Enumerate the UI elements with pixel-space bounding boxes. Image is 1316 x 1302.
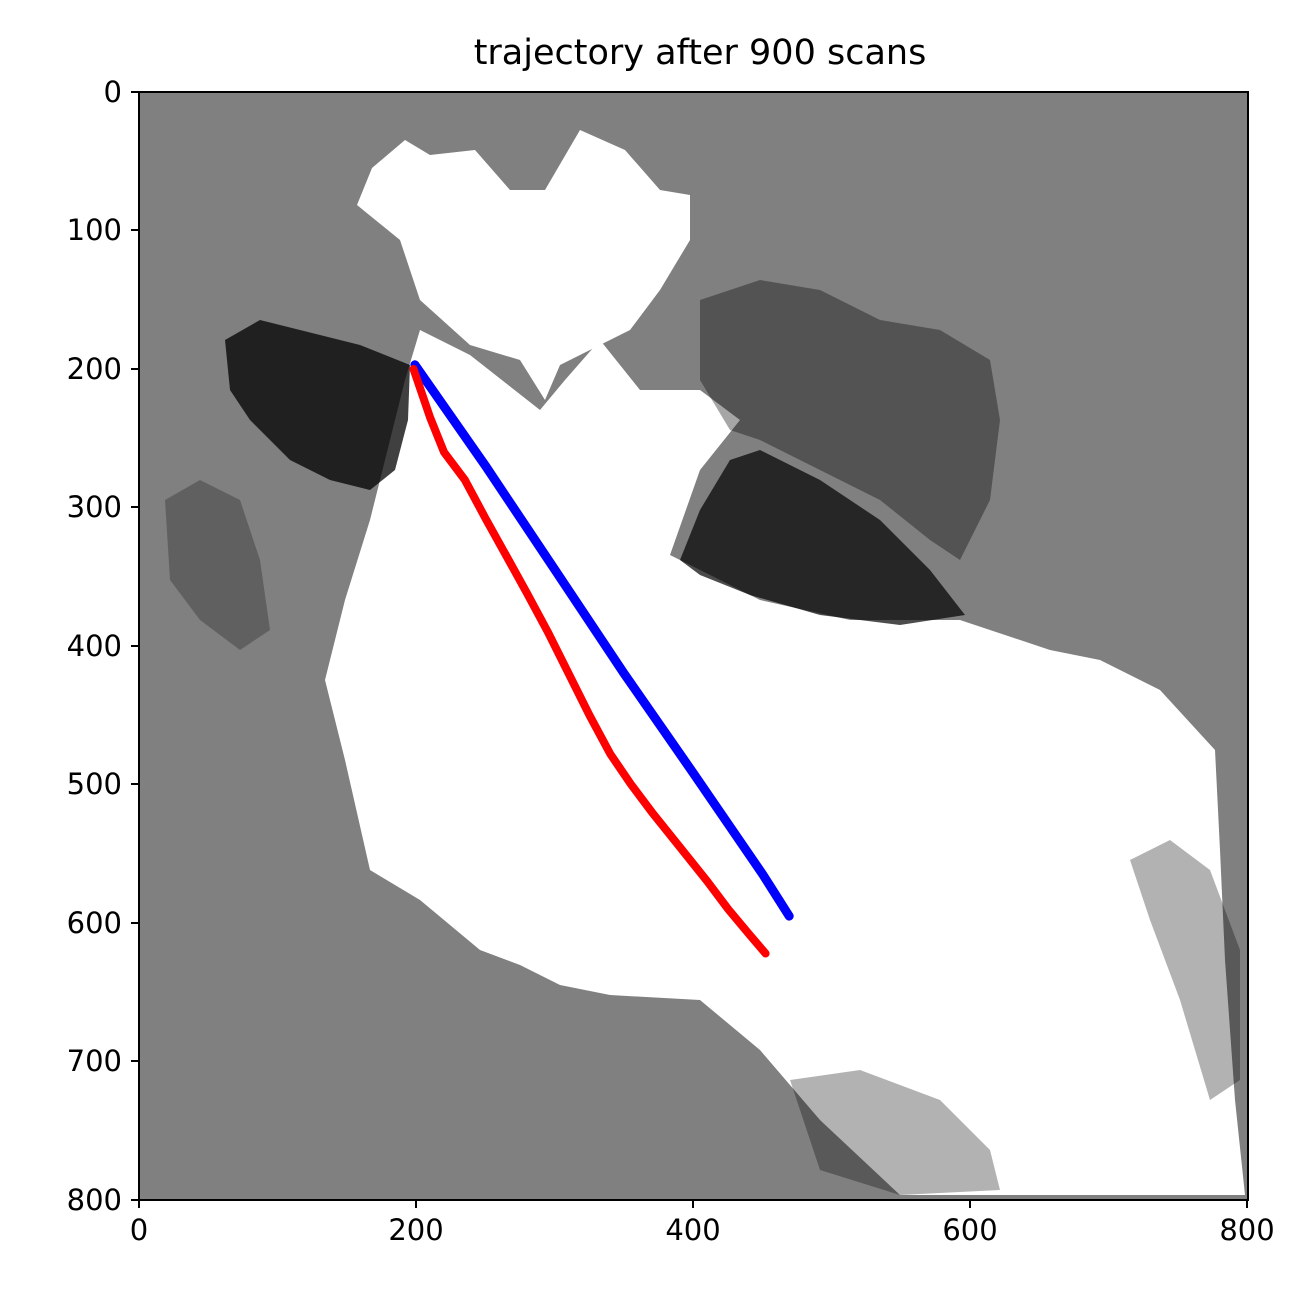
y-tick-label: 600 <box>67 906 122 940</box>
y-tick: 200 <box>67 352 139 386</box>
x-tick: 600 <box>942 1200 998 1247</box>
true-trajectory-line <box>410 360 794 921</box>
x-tick-label: 600 <box>942 1213 997 1247</box>
occupancy-map <box>165 130 1245 1195</box>
x-tick-label: 400 <box>665 1213 720 1247</box>
x-tick-label: 0 <box>130 1213 148 1247</box>
y-axis: 0 100 200 300 400 500 600 700 <box>67 75 139 1217</box>
obstacles-left-cluster <box>225 320 410 490</box>
y-tick-label: 800 <box>67 1183 122 1217</box>
obstacles-top-right-scatter <box>700 280 1000 560</box>
x-axis: 0 200 400 600 800 <box>130 1200 1275 1247</box>
y-tick: 300 <box>67 490 139 524</box>
plot-area <box>138 91 1249 1201</box>
obstacles-far-left-scatter <box>165 480 270 650</box>
y-tick: 800 <box>67 1183 139 1217</box>
y-tick: 700 <box>67 1044 139 1078</box>
y-tick: 400 <box>67 629 139 663</box>
y-tick-label: 500 <box>67 767 122 801</box>
y-tick-label: 700 <box>67 1044 122 1078</box>
y-tick-label: 400 <box>67 629 122 663</box>
y-tick: 600 <box>67 906 139 940</box>
y-tick: 500 <box>67 767 139 801</box>
free-space-right-lobe <box>325 330 1245 1195</box>
obstacles-right-edge-scatter <box>1130 840 1240 1100</box>
estimated-trajectory-line <box>409 365 770 958</box>
x-tick: 200 <box>388 1200 444 1247</box>
y-tick: 0 <box>104 75 139 109</box>
free-space-upper-lobe <box>357 130 690 400</box>
x-tick: 800 <box>1219 1200 1275 1247</box>
y-tick-label: 300 <box>67 490 122 524</box>
obstacles-center-right <box>680 450 965 625</box>
y-tick-label: 100 <box>67 213 122 247</box>
y-tick-label: 200 <box>67 352 122 386</box>
y-tick: 100 <box>67 213 139 247</box>
obstacles-bottom-scatter <box>790 1070 1000 1195</box>
chart-title: trajectory after 900 scans <box>474 33 927 73</box>
x-tick-label: 800 <box>1219 1213 1274 1247</box>
y-tick-label: 0 <box>104 75 122 109</box>
x-tick-label: 200 <box>388 1213 443 1247</box>
x-tick: 0 <box>130 1200 148 1247</box>
x-tick: 400 <box>665 1200 721 1247</box>
